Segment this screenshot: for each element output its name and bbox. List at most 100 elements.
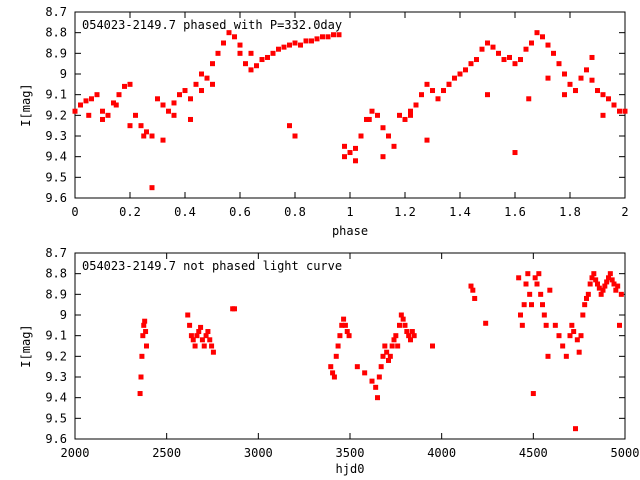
data-point [600, 92, 606, 98]
data-point [339, 322, 345, 328]
data-point [149, 133, 155, 139]
unphased-light-curve-panel: 054023-2149.7 not phased light curve hjd… [19, 246, 639, 476]
x-tick-label: 1.8 [559, 205, 581, 219]
data-point [188, 96, 193, 102]
data-point [133, 112, 138, 118]
data-point [419, 92, 424, 98]
data-point [337, 333, 343, 339]
data-point [534, 281, 540, 287]
data-point [185, 312, 191, 318]
data-point [518, 57, 523, 63]
x-axis-label: hjd0 [336, 462, 365, 476]
y-tick-label: 9.3 [45, 370, 67, 384]
data-point [584, 295, 589, 301]
data-point [362, 370, 368, 376]
x-tick-label: 1.6 [504, 205, 526, 219]
data-point [369, 108, 375, 114]
data-point [303, 38, 309, 44]
data-point [576, 349, 582, 355]
data-point [391, 337, 397, 343]
data-point [203, 333, 209, 339]
data-point [595, 281, 600, 287]
data-point [226, 30, 232, 36]
data-point [182, 88, 188, 94]
data-point [563, 353, 569, 359]
data-point [611, 281, 617, 287]
data-point [393, 333, 399, 339]
x-tick-label: 0 [71, 205, 78, 219]
data-point [611, 102, 617, 108]
y-tick-label: 8.9 [45, 287, 67, 301]
data-point [78, 102, 83, 108]
axis-ticks: 0 0.2 0.4 0.6 0.8 1 1.2 1.4 1.6 1.8 2 8.7 8.8 8.9 9 9.1… [45, 5, 628, 219]
data-point [127, 81, 133, 87]
data-point [389, 343, 395, 349]
data-point [527, 291, 533, 297]
data-point [402, 322, 408, 328]
x-tick-label: 1.2 [394, 205, 416, 219]
data-point [353, 158, 358, 164]
data-point [265, 54, 270, 60]
y-tick-label: 9.6 [45, 191, 67, 205]
data-point [198, 324, 204, 330]
data-point [140, 333, 146, 339]
data-point [333, 353, 339, 359]
data-point [411, 333, 417, 339]
data-point [552, 322, 558, 328]
data-point [613, 287, 619, 293]
data-point [248, 67, 254, 73]
data-point [501, 57, 507, 63]
axis-ticks: 2000 2500 3000 3500 4000 4500 5000 8.7 8.8 8.9 9 9.… [45, 246, 639, 460]
data-point [177, 92, 182, 98]
data-point [281, 44, 287, 50]
data-point [430, 343, 435, 349]
x-tick-label: 0.8 [284, 205, 306, 219]
data-point [556, 61, 562, 67]
data-point [210, 81, 215, 87]
data-point [100, 108, 105, 114]
y-axis-label: I[mag] [19, 324, 33, 367]
y-tick-label: 8.9 [45, 46, 67, 60]
data-point [292, 133, 298, 139]
data-point [523, 46, 529, 52]
data-point [111, 100, 116, 106]
data-point [387, 353, 393, 359]
data-point [386, 133, 391, 139]
data-point [545, 75, 551, 81]
data-point [496, 50, 501, 56]
data-point [325, 34, 331, 40]
data-point [424, 137, 430, 143]
x-tick-label: 0.2 [119, 205, 141, 219]
data-point [402, 116, 408, 122]
data-point [199, 88, 204, 94]
data-point [424, 81, 430, 87]
data-point [209, 343, 215, 349]
data-point [580, 312, 586, 318]
data-point [138, 123, 144, 129]
y-tick-label: 9.2 [45, 108, 67, 122]
data-point [287, 42, 292, 48]
data-point [512, 150, 518, 156]
data-point [468, 283, 474, 289]
data-point [347, 150, 353, 156]
data-point [474, 57, 479, 63]
y-tick-label: 9.1 [45, 329, 67, 343]
data-point [457, 71, 463, 77]
data-point [617, 322, 622, 328]
data-point [210, 349, 216, 355]
data-point [589, 275, 595, 281]
data-point [391, 143, 397, 149]
y-tick-label: 9.2 [45, 349, 67, 363]
data-point [618, 291, 624, 297]
data-point [144, 129, 149, 135]
data-point [526, 96, 532, 102]
data-point [193, 81, 199, 87]
data-point [354, 364, 360, 370]
data-point [529, 40, 534, 46]
data-point [116, 92, 122, 98]
data-point [479, 46, 485, 52]
x-tick-label: 1 [346, 205, 353, 219]
data-point [386, 357, 391, 363]
data-point [192, 343, 198, 349]
data-point [452, 75, 457, 81]
